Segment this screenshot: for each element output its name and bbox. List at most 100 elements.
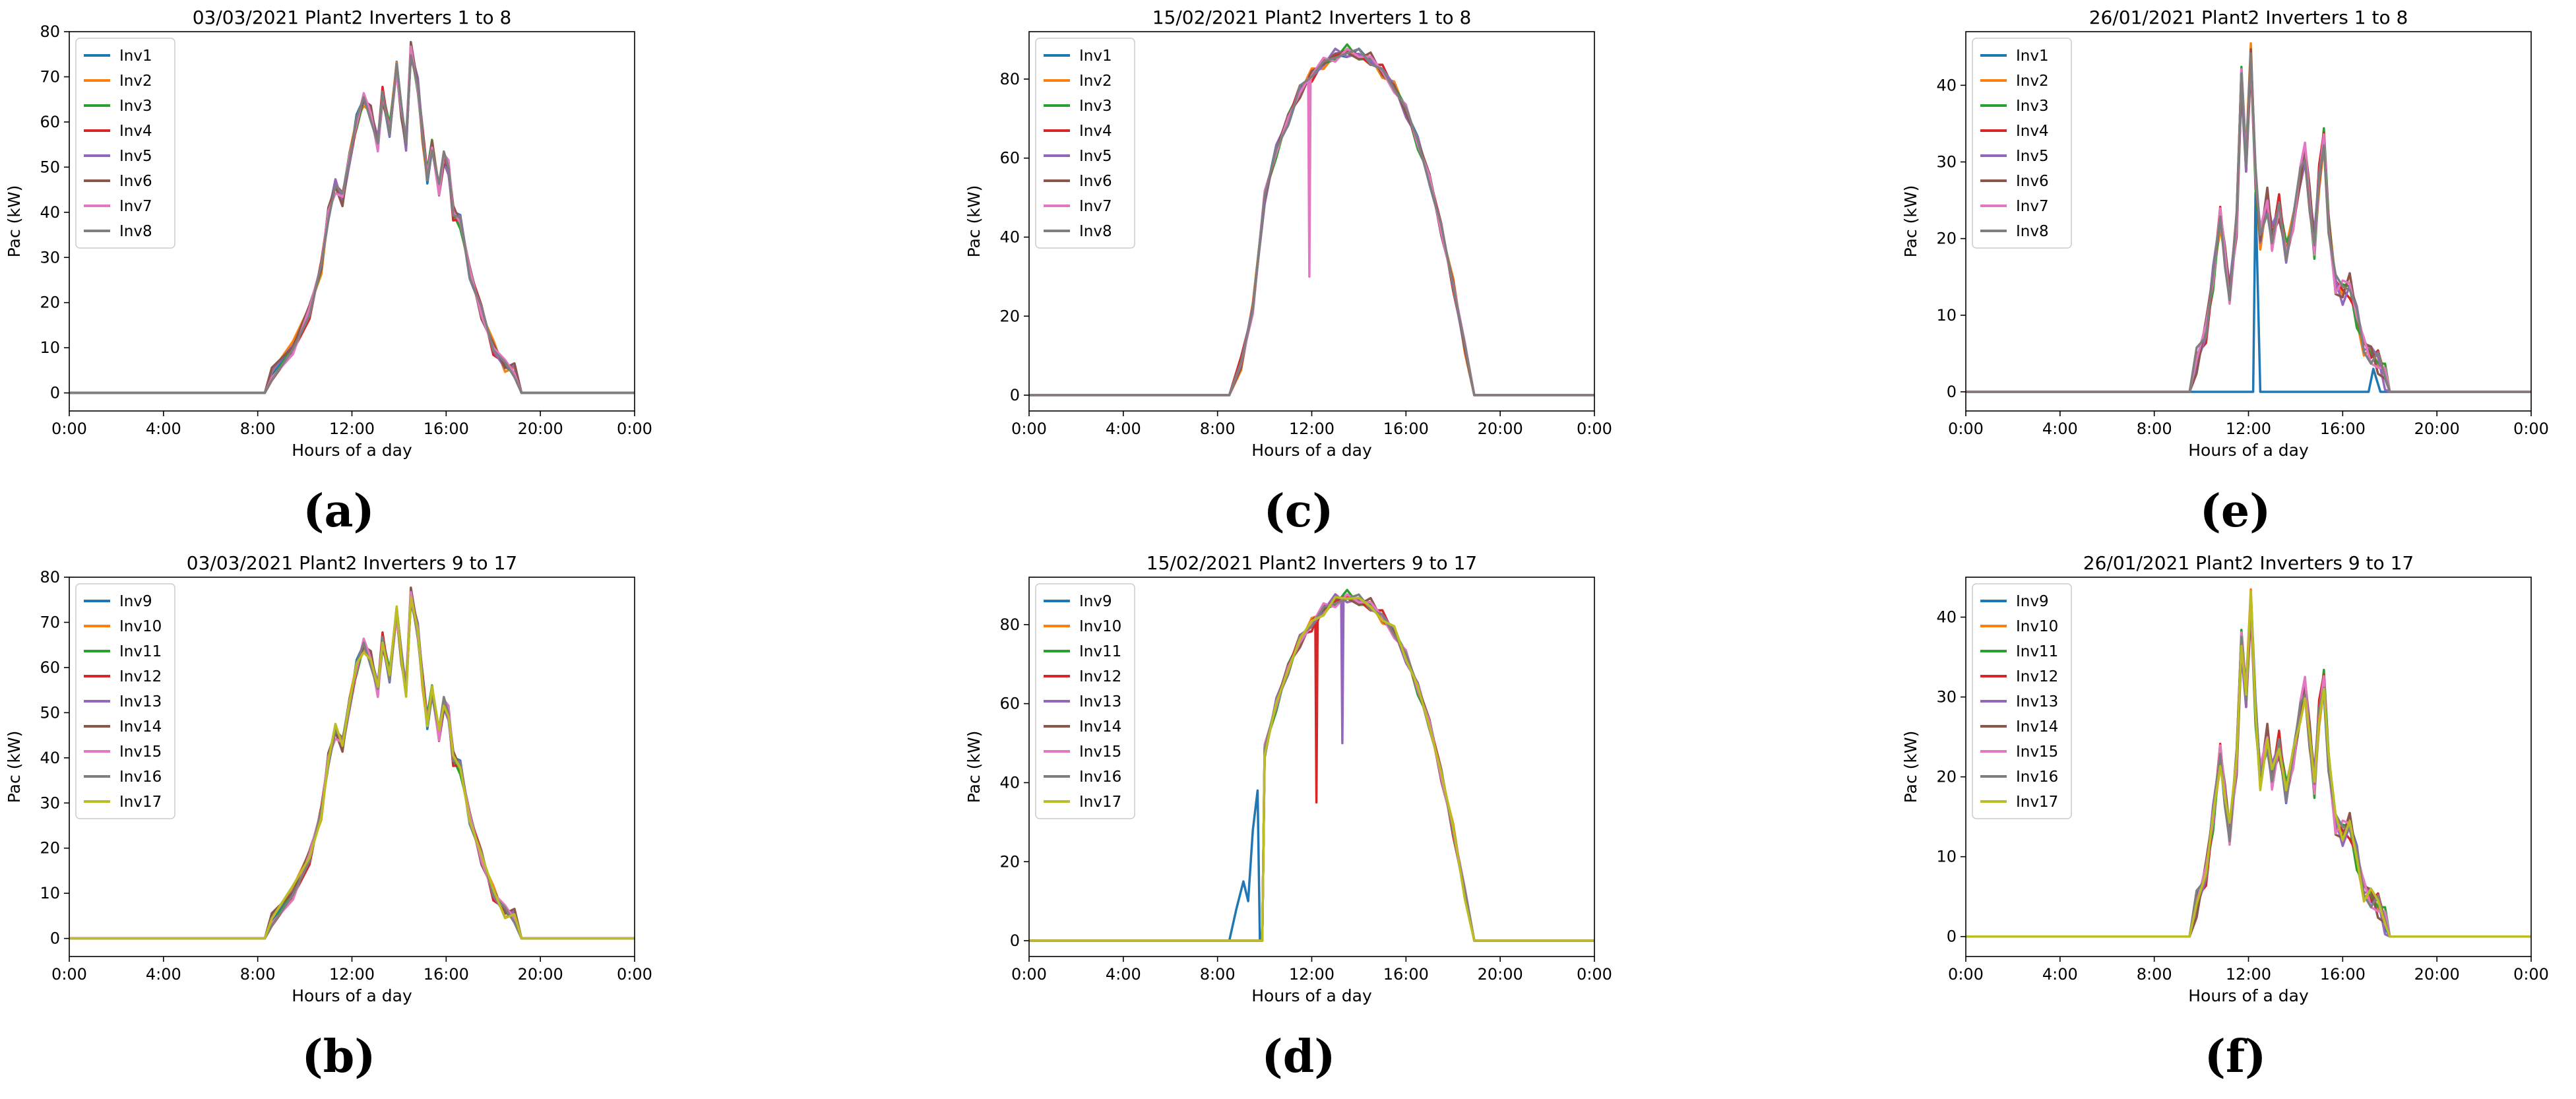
legend-label: Inv3 [119,98,152,115]
y-tick-label: 60 [999,695,1020,713]
y-tick-label: 40 [999,773,1020,792]
x-tick-label: 0:00 [1948,965,1984,984]
legend-label: Inv10 [119,618,162,635]
legend-label: Inv6 [119,173,152,190]
legend-label: Inv8 [2016,223,2049,240]
legend-label: Inv17 [2016,794,2058,811]
panel-caption: (d) [1262,1030,1336,1083]
legend-label: Inv13 [1079,693,1121,710]
x-tick-label: 4:00 [2042,965,2078,984]
legend-box [75,583,175,819]
x-tick-label: 12:00 [1289,420,1335,438]
x-tick-label: 20:00 [2414,965,2460,984]
legend-label: Inv4 [2016,123,2049,140]
x-tick-label: 16:00 [2320,965,2366,984]
legend-label: Inv2 [119,73,152,90]
x-tick-label: 20:00 [518,420,563,438]
y-tick-label: 0 [50,384,60,402]
chart-panel-c: 15/02/2021 Plant2 Inverters 1 to 8 0:00 4:… [964,7,1612,538]
y-axis-label: Pac (kW) [964,185,984,258]
x-tick-label: 12:00 [329,965,375,984]
legend: Inv9 Inv10 Inv11 Inv12 Inv13 Inv14 Inv15 Inv16 I… [1972,583,2072,819]
series-line-inv17 [1966,590,2531,938]
y-tick-label: 10 [40,884,60,902]
y-tick-label: 80 [40,568,60,586]
legend-label: Inv13 [2016,693,2058,710]
legend-label: Inv9 [119,593,152,610]
legend-box [75,38,175,249]
x-axis-label: Hours of a day [2188,441,2309,460]
series-group [69,40,635,394]
series-line-inv8 [1029,47,1594,396]
y-tick-label: 20 [40,294,60,312]
y-tick-label: 30 [1936,688,1957,706]
legend-label: Inv7 [119,198,152,215]
y-tick-label: 30 [1936,152,1957,171]
x-tick-label: 0:00 [1011,420,1047,438]
series-line-inv8 [69,54,635,394]
y-tick-label: 10 [1936,306,1957,325]
y-tick-label: 10 [40,338,60,357]
y-tick-label: 80 [999,615,1020,634]
y-tick-label: 40 [1936,76,1957,94]
legend-box [1972,583,2072,819]
legend-label: Inv1 [1079,47,1112,65]
legend-box [1035,583,1135,819]
legend: Inv9 Inv10 Inv11 Inv12 Inv13 Inv14 Inv15 Inv16 I… [1035,583,1135,819]
legend-label: Inv15 [1079,743,1121,761]
y-tick-label: 0 [1947,383,1957,401]
chart-title: 15/02/2021 Plant2 Inverters 9 to 17 [1147,552,1477,574]
y-tick-label: 40 [40,203,60,222]
legend-label: Inv14 [2016,718,2058,736]
chart-title: 15/02/2021 Plant2 Inverters 1 to 8 [1152,7,1472,28]
legend-label: Inv17 [119,794,162,811]
y-tick-label: 0 [1947,927,1957,946]
x-tick-label: 16:00 [2320,420,2366,438]
y-tick-label: 20 [40,839,60,858]
legend-label: Inv11 [2016,643,2058,660]
legend-label: Inv16 [2016,769,2058,786]
chart-title: 26/01/2021 Plant2 Inverters 9 to 17 [2083,552,2414,574]
legend-label: Inv5 [1079,148,1112,165]
y-tick-label: 30 [40,248,60,267]
panel-caption: (c) [1264,485,1334,538]
x-tick-label: 8:00 [1200,965,1236,984]
series-line-inv8 [1966,52,2531,393]
x-tick-label: 12:00 [1289,965,1335,984]
x-tick-label: 0:00 [617,965,652,984]
series-group [69,586,635,940]
legend-label: Inv12 [2016,668,2058,685]
legend-label: Inv2 [1079,73,1112,90]
series-line-inv1 [1966,191,2531,393]
legend-label: Inv4 [119,123,152,140]
x-tick-label: 8:00 [2137,420,2172,438]
x-tick-label: 12:00 [329,420,375,438]
x-tick-label: 0:00 [1948,420,1984,438]
legend-label: Inv7 [2016,198,2049,215]
legend-label: Inv12 [119,668,162,685]
y-tick-label: 70 [40,613,60,631]
x-tick-label: 4:00 [146,420,181,438]
legend-label: Inv14 [1079,718,1121,736]
x-tick-label: 0:00 [2513,965,2549,984]
x-tick-label: 20:00 [2414,420,2460,438]
chart-title: 03/03/2021 Plant2 Inverters 1 to 8 [193,7,512,28]
y-tick-label: 20 [1936,768,1957,786]
legend-label: Inv6 [2016,173,2049,190]
series-group [1029,588,1594,942]
y-tick-label: 0 [1010,386,1020,404]
y-tick-label: 10 [1936,848,1957,866]
y-tick-label: 30 [40,794,60,812]
legend-label: Inv6 [1079,173,1112,190]
y-tick-label: 60 [40,658,60,677]
legend-label: Inv7 [1079,198,1112,215]
series-group [1966,42,2531,393]
series-group [1966,588,2531,938]
y-axis-label: Pac (kW) [5,185,24,258]
y-tick-label: 40 [999,228,1020,246]
y-tick-label: 60 [40,113,60,131]
legend-label: Inv14 [119,718,162,736]
x-tick-label: 0:00 [51,965,87,984]
x-tick-label: 12:00 [2226,965,2271,984]
legend-label: Inv1 [119,47,152,65]
